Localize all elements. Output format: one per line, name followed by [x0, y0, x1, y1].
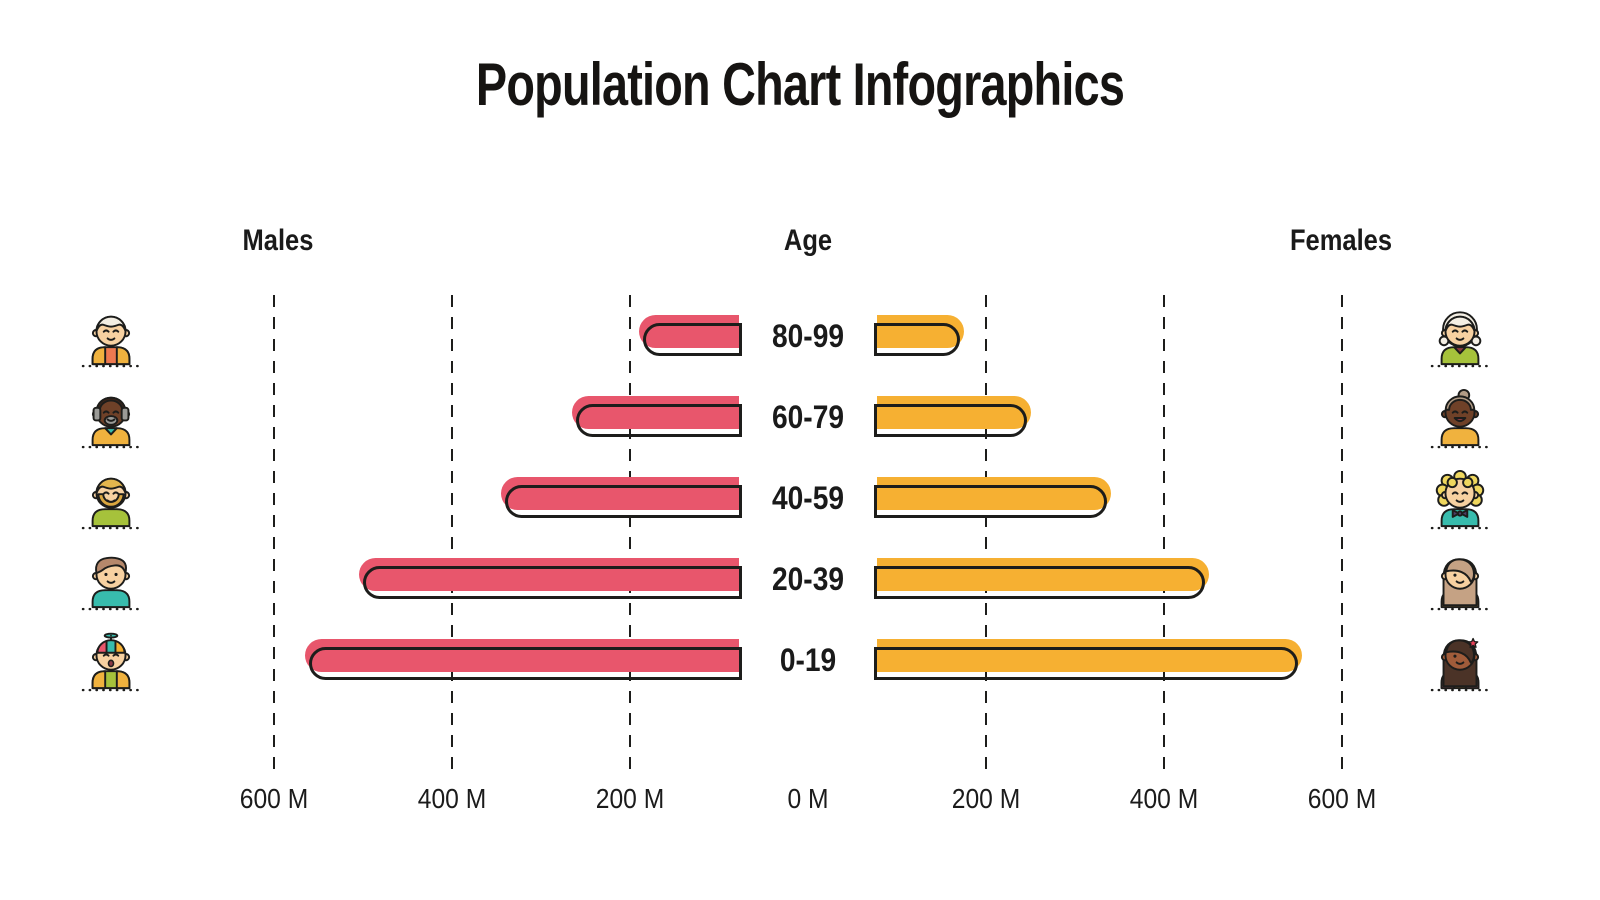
female-bar-outline: [874, 647, 1298, 680]
age-row-80-99: 80-99: [0, 297, 1600, 377]
male-bar-40-59: [501, 477, 742, 521]
female-avatar-40-59: [1430, 469, 1490, 530]
male-avatar-80-99: [81, 315, 141, 368]
female-bar-60-79: [874, 396, 1031, 440]
male-bar-80-99: [639, 315, 742, 359]
male-bar-outline: [505, 485, 742, 518]
male-bar-fill: [305, 639, 739, 672]
age-row-20-39: 20-39: [0, 540, 1600, 620]
male-bar-outline: [643, 323, 742, 356]
male-avatar-40-59: [81, 477, 141, 530]
axis-tick-right-400m: 400 M: [1129, 783, 1199, 814]
age-label-0-19: 0-19: [779, 642, 837, 678]
page-title: Population Chart Infographics: [475, 51, 1125, 118]
female-bar-40-59: [874, 477, 1111, 521]
age-row-0-19: 0-19: [0, 621, 1600, 701]
gridline-right-600m: [1341, 295, 1343, 773]
male-bar-outline: [309, 647, 742, 680]
male-bar-0-19: [305, 639, 742, 683]
female-bar-80-99: [874, 315, 964, 359]
male-bar-fill: [501, 477, 739, 510]
axis-tick-right-600m: 600 M: [1307, 783, 1377, 814]
male-bar-fill: [572, 396, 739, 429]
male-avatar-60-79: [81, 396, 141, 449]
female-bar-outline: [874, 485, 1107, 518]
male-bar-outline: [363, 566, 742, 599]
female-bar-0-19: [874, 639, 1302, 683]
female-bar-fill: [877, 396, 1031, 429]
female-bar-outline: [874, 404, 1027, 437]
axis-tick-right-200m: 200 M: [951, 783, 1021, 814]
female-bar-fill: [877, 639, 1302, 672]
gridline-right-200m: [985, 295, 987, 773]
axis-tick-left-200m: 200 M: [595, 783, 665, 814]
male-avatar-20-39: [81, 556, 141, 611]
female-avatar-60-79: [1430, 388, 1490, 449]
female-bar-20-39: [874, 558, 1209, 602]
gridline-left-600m: [273, 295, 275, 773]
age-label-20-39: 20-39: [771, 561, 845, 597]
age-row-60-79: 60-79: [0, 378, 1600, 458]
female-bar-outline: [874, 323, 960, 356]
female-bar-fill: [877, 477, 1111, 510]
female-avatar-80-99: [1430, 311, 1490, 368]
age-label-60-79: 60-79: [771, 399, 845, 435]
male-avatar-0-19: [81, 632, 141, 692]
axis-tick-left-400m: 400 M: [417, 783, 487, 814]
gridline-left-400m: [451, 295, 453, 773]
column-header-males: Males: [242, 224, 314, 257]
gridline-right-400m: [1163, 295, 1165, 773]
male-bar-outline: [576, 404, 742, 437]
male-bar-fill: [359, 558, 739, 591]
male-bar-20-39: [359, 558, 742, 602]
gridline-left-200m: [629, 295, 631, 773]
female-bar-outline: [874, 566, 1205, 599]
column-header-age: Age: [783, 224, 833, 257]
age-row-40-59: 40-59: [0, 459, 1600, 539]
age-label-80-99: 80-99: [771, 318, 845, 354]
female-avatar-20-39: [1430, 558, 1490, 611]
age-label-40-59: 40-59: [771, 480, 845, 516]
female-avatar-0-19: [1430, 637, 1490, 692]
axis-tick-center-0m: 0 M: [787, 783, 829, 814]
female-bar-fill: [877, 558, 1209, 591]
column-header-females: Females: [1289, 224, 1393, 257]
male-bar-60-79: [572, 396, 742, 440]
axis-tick-left-600m: 600 M: [239, 783, 309, 814]
